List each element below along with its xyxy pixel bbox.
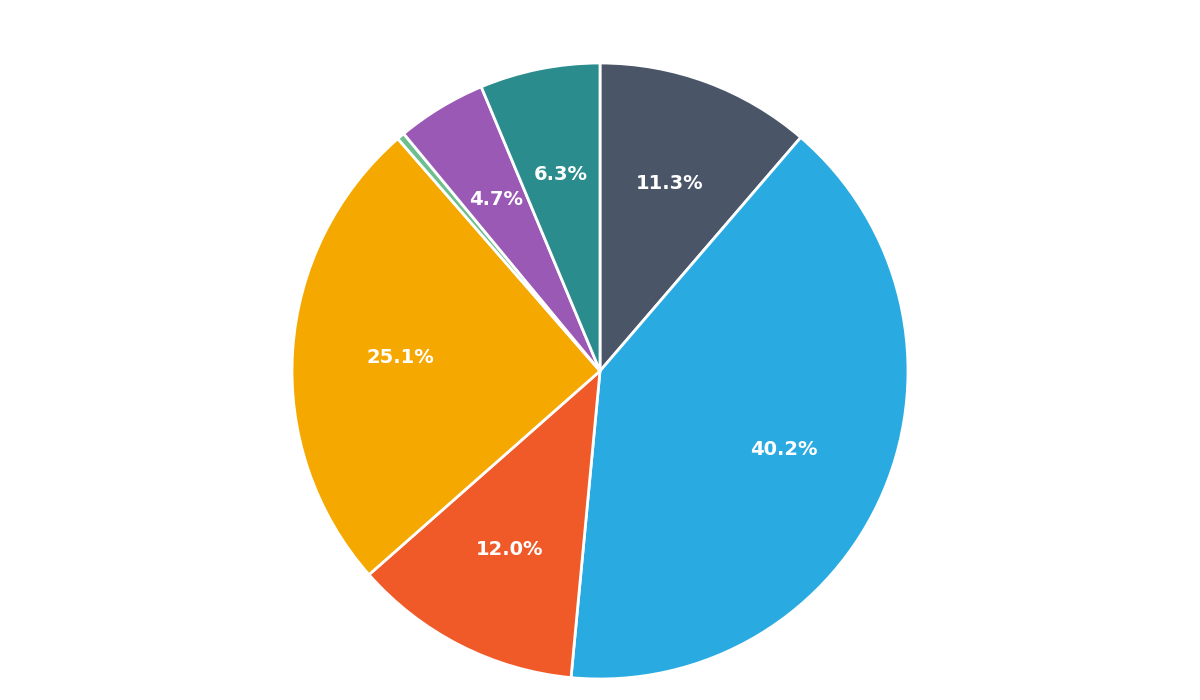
- Wedge shape: [481, 63, 600, 371]
- Text: 6.3%: 6.3%: [534, 165, 588, 184]
- Wedge shape: [292, 139, 600, 575]
- Wedge shape: [368, 371, 600, 678]
- Text: 4.7%: 4.7%: [469, 190, 523, 209]
- Text: 40.2%: 40.2%: [750, 440, 818, 459]
- Wedge shape: [397, 134, 600, 371]
- Wedge shape: [571, 137, 908, 679]
- Text: 11.3%: 11.3%: [636, 174, 703, 192]
- Text: 25.1%: 25.1%: [366, 349, 434, 368]
- Wedge shape: [403, 87, 600, 371]
- Wedge shape: [600, 63, 800, 371]
- Text: 12.0%: 12.0%: [475, 540, 542, 559]
